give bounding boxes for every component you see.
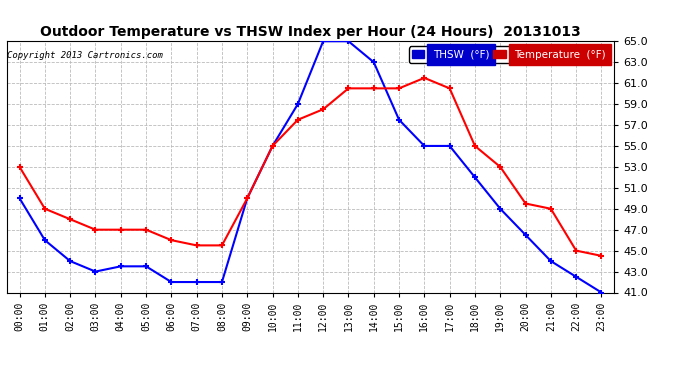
Title: Outdoor Temperature vs THSW Index per Hour (24 Hours)  20131013: Outdoor Temperature vs THSW Index per Ho… — [40, 25, 581, 39]
Text: Copyright 2013 Cartronics.com: Copyright 2013 Cartronics.com — [7, 51, 163, 60]
Legend: THSW  (°F), Temperature  (°F): THSW (°F), Temperature (°F) — [408, 46, 609, 63]
